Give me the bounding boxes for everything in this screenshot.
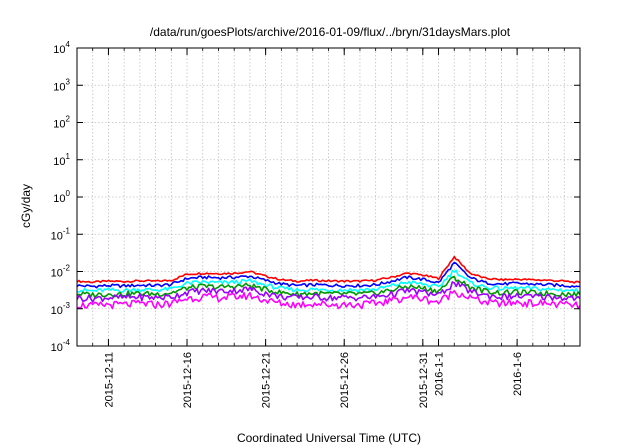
axes bbox=[76, 47, 581, 347]
chart-title: /data/run/goesPlots/archive/2016-01-09/f… bbox=[150, 25, 511, 39]
y-tick-label: 10-3 bbox=[51, 301, 71, 317]
series-line-5 bbox=[76, 281, 581, 303]
series-line-2 bbox=[76, 261, 581, 289]
y-tick-label: 104 bbox=[53, 40, 70, 56]
series-line-4 bbox=[76, 275, 581, 298]
x-tick-label: 2015-12-11 bbox=[103, 352, 115, 407]
y-tick-label: 100 bbox=[53, 189, 70, 205]
x-tick-label: 2016-1-6 bbox=[512, 352, 524, 396]
series-line-6 bbox=[76, 289, 581, 310]
y-tick-label: 10-1 bbox=[51, 226, 71, 242]
x-tick-label: 2016-1-1 bbox=[434, 352, 446, 396]
y-tick-label: 103 bbox=[53, 77, 70, 93]
x-axis-label: Coordinated Universal Time (UTC) bbox=[237, 431, 421, 445]
y-tick-label: 10-4 bbox=[51, 338, 71, 354]
series-line-1 bbox=[76, 255, 581, 284]
y-tick-label: 101 bbox=[53, 152, 70, 168]
ticks: 10-4 10-3 10-2 10-1 100 101 102 103 104 2015-12-1… bbox=[51, 40, 525, 408]
y-axis-label: cGy/day bbox=[19, 184, 33, 228]
grid bbox=[77, 48, 580, 346]
x-tick-label: 2015-12-21 bbox=[261, 352, 273, 408]
y-tick-label: 102 bbox=[53, 115, 70, 131]
series-layer bbox=[76, 255, 581, 310]
y-tick-label: 10-2 bbox=[51, 264, 71, 280]
x-tick-label: 2015-12-31 bbox=[418, 352, 430, 408]
x-tick-label: 2015-12-26 bbox=[339, 352, 351, 408]
series-line-3 bbox=[76, 269, 581, 294]
x-tick-label: 2015-12-16 bbox=[182, 352, 194, 408]
